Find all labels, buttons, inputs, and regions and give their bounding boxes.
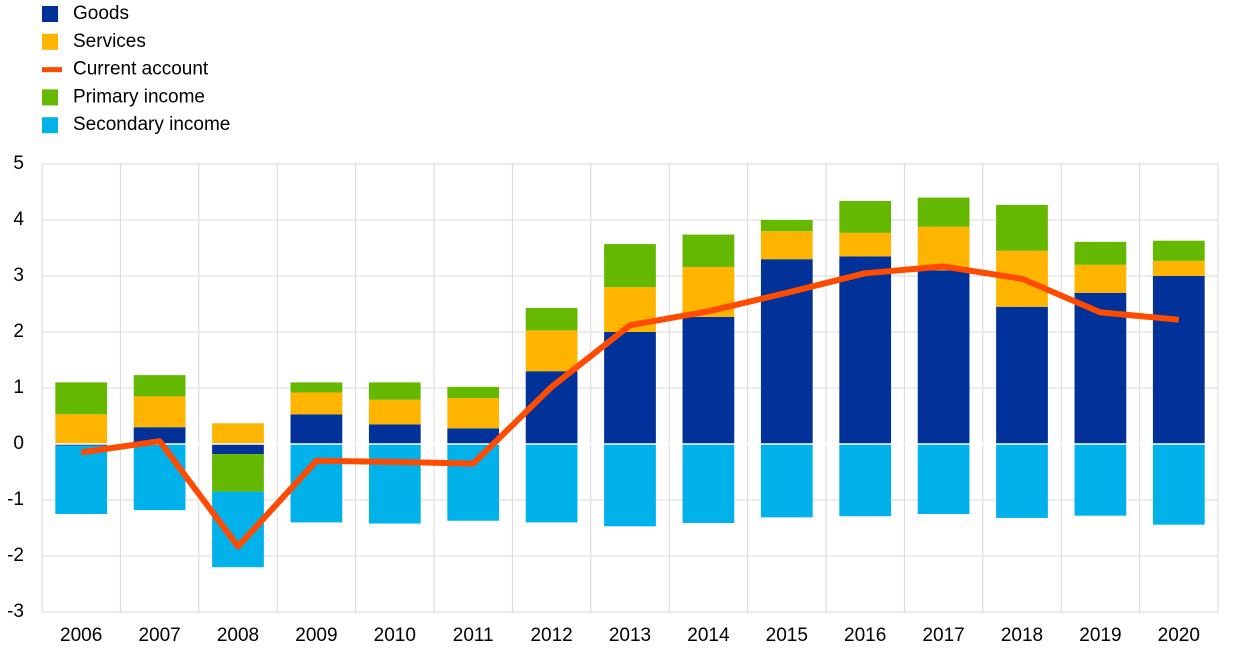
bar [1152,444,1205,525]
bar [133,444,186,511]
bar [212,454,264,492]
x-tick-label: 2011 [453,625,494,646]
bar [760,444,813,518]
bar [525,444,578,523]
bar [682,444,735,523]
legend-label: Services [73,31,146,52]
bar [1074,264,1127,293]
bar [1152,260,1205,276]
bar [212,423,264,444]
bar [996,444,1048,518]
bar [1074,444,1127,516]
legend-label: Secondary income [73,114,230,135]
x-tick-label: 2013 [609,625,651,646]
bar [368,424,421,444]
y-tick-label: -1 [7,489,24,510]
bar [917,270,970,444]
bar [212,444,264,455]
bar [839,200,892,233]
bar [1074,241,1127,265]
bar [1152,240,1205,261]
bar [604,332,656,444]
bar [682,234,735,268]
y-tick-label: 5 [13,153,24,174]
x-tick-label: 2017 [922,625,964,646]
bar [1152,276,1205,444]
x-tick-label: 2014 [687,625,730,646]
legend-swatch [42,89,58,106]
x-tick-label: 2016 [844,625,886,646]
bar [368,399,421,425]
bar [368,444,421,524]
legend-label: Goods [73,3,129,24]
y-tick-label: 0 [13,433,24,454]
bar [996,204,1048,251]
bar [839,444,892,517]
bar [839,232,892,257]
bar [447,398,500,429]
legend-swatch [42,33,58,50]
bar [604,244,656,288]
bar [133,396,186,428]
bar [133,375,186,397]
legend-label: Primary income [73,86,205,107]
bar [525,307,578,331]
bar [917,226,970,271]
bar [290,414,343,444]
y-tick-label: 1 [13,377,24,398]
legend-swatch [42,6,58,22]
bar [604,444,656,527]
y-tick-label: -3 [7,601,24,622]
x-tick-label: 2015 [766,625,808,646]
bar [55,445,108,514]
bar [290,382,343,393]
bar [447,386,500,399]
bar [917,197,970,227]
x-tick-label: 2012 [530,625,572,646]
bar [133,427,186,444]
bar [55,444,108,446]
x-tick-label: 2009 [295,625,337,646]
y-tick-label: -2 [7,545,24,566]
bar [760,220,813,232]
bar [917,444,970,514]
bar [1074,292,1127,444]
y-tick-label: 2 [13,321,24,342]
bar [525,330,578,372]
bar [447,428,500,444]
bar [760,231,813,260]
x-tick-label: 2020 [1158,625,1200,646]
bar [682,316,735,444]
y-tick-label: 4 [13,209,24,230]
bar [55,414,108,444]
x-tick-label: 2008 [217,625,259,646]
y-tick-label: 3 [13,265,24,286]
line [80,263,1180,550]
bar [447,444,500,521]
x-tick-label: 2007 [138,625,180,646]
x-tick-label: 2010 [374,625,416,646]
legend-label: Current account [73,59,209,80]
x-tick-label: 2019 [1079,625,1121,646]
bar [55,382,108,415]
bar [290,392,343,415]
bar [368,382,421,400]
bar [839,256,892,444]
bar [996,306,1048,444]
legend-swatch [42,117,58,134]
x-tick-label: 2006 [60,625,102,646]
x-tick-label: 2018 [1001,625,1043,646]
